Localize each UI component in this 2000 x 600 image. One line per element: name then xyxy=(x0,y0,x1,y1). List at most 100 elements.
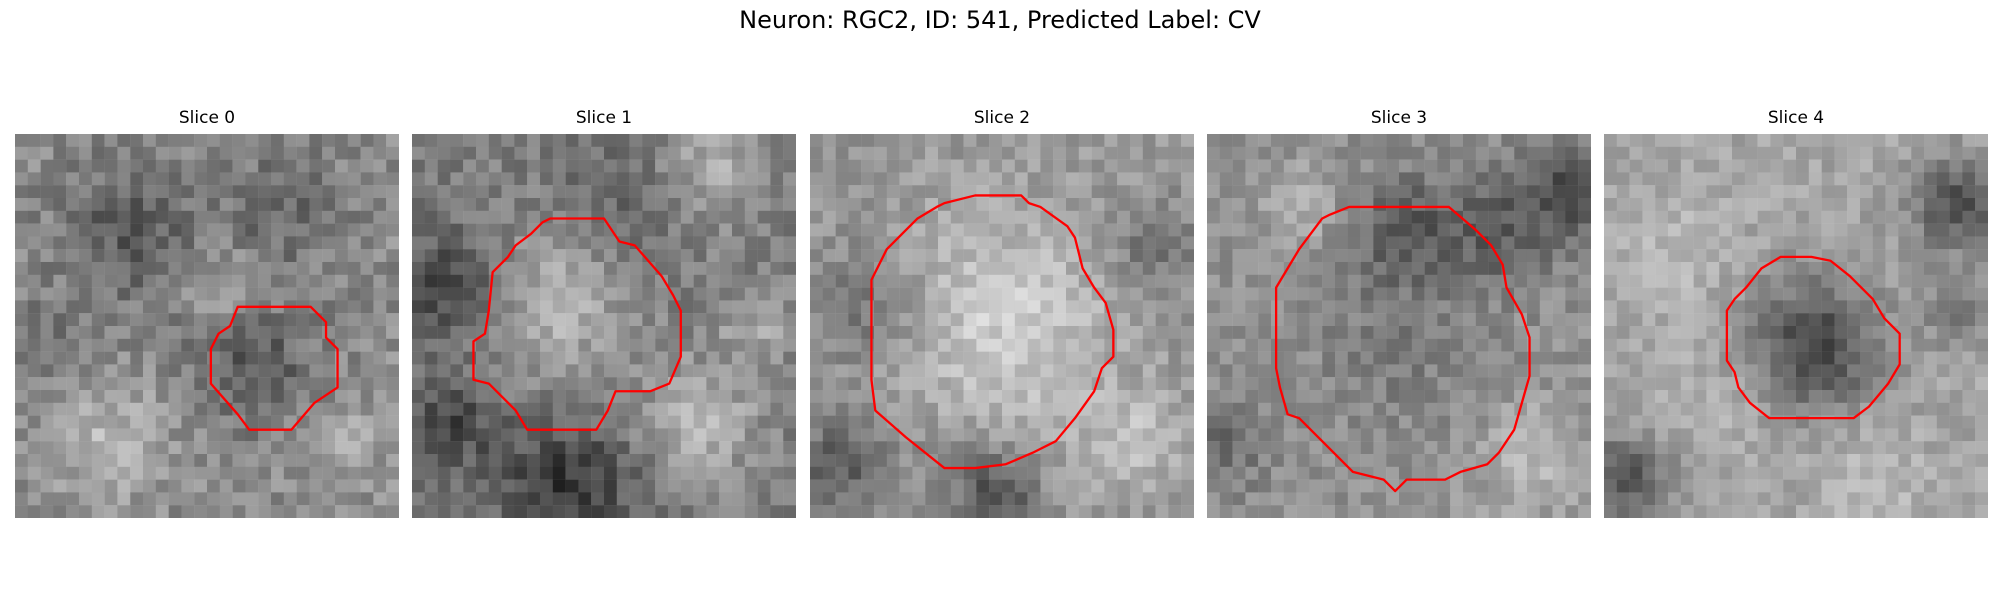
pixel xyxy=(1616,185,1630,199)
pixel xyxy=(1271,300,1284,314)
pixel xyxy=(258,274,272,288)
pixel xyxy=(296,377,310,391)
pixel xyxy=(1424,338,1438,352)
pixel xyxy=(1168,338,1182,352)
pixel xyxy=(360,428,374,442)
pixel xyxy=(424,185,438,199)
pixel xyxy=(744,249,758,263)
pixel xyxy=(925,390,939,403)
pixel xyxy=(937,377,951,391)
pixel xyxy=(207,364,220,378)
pixel xyxy=(437,326,451,339)
pixel xyxy=(642,415,656,429)
pixel xyxy=(53,236,67,250)
pixel xyxy=(1014,134,1028,147)
pixel xyxy=(1347,338,1361,352)
pixel xyxy=(899,466,913,480)
pixel xyxy=(1834,313,1848,327)
pixel xyxy=(822,223,836,237)
pixel xyxy=(40,300,54,314)
pixel xyxy=(616,146,630,160)
pixel xyxy=(1539,505,1553,518)
pixel xyxy=(373,210,387,224)
pixel xyxy=(1923,198,1937,211)
pixel xyxy=(194,185,208,199)
pixel xyxy=(565,402,579,416)
pixel xyxy=(1296,134,1310,147)
pixel xyxy=(1731,300,1745,314)
pixel xyxy=(835,492,849,506)
pixel xyxy=(437,261,451,275)
pixel xyxy=(655,261,669,275)
pixel xyxy=(552,300,566,314)
pixel xyxy=(104,185,118,199)
pixel xyxy=(1898,223,1912,237)
pixel xyxy=(591,402,605,416)
pixel xyxy=(1719,198,1733,211)
pixel xyxy=(1411,172,1425,186)
pixel xyxy=(181,261,195,275)
pixel xyxy=(1437,146,1451,160)
pixel xyxy=(899,198,913,211)
pixel xyxy=(1322,415,1336,429)
pixel xyxy=(450,274,464,288)
pixel xyxy=(360,505,374,518)
pixel xyxy=(424,492,438,506)
pixel xyxy=(1770,274,1784,288)
pixel xyxy=(810,261,823,275)
pixel xyxy=(848,274,862,288)
pixel xyxy=(1091,492,1105,506)
pixel xyxy=(1322,274,1336,288)
pixel xyxy=(130,159,144,173)
pixel xyxy=(770,402,784,416)
pixel xyxy=(386,210,399,224)
pixel xyxy=(437,313,451,327)
pixel xyxy=(104,261,118,275)
pixel xyxy=(937,492,951,506)
pixel xyxy=(668,326,681,339)
pixel xyxy=(757,185,771,199)
pixel xyxy=(1347,492,1361,506)
pixel xyxy=(822,390,836,403)
pixel xyxy=(1501,338,1515,352)
pixel xyxy=(334,441,348,455)
pixel xyxy=(79,261,92,275)
pixel xyxy=(1450,377,1464,391)
pixel xyxy=(488,134,502,147)
pixel xyxy=(207,453,220,467)
pixel xyxy=(963,300,977,314)
pixel xyxy=(1821,492,1835,506)
pixel xyxy=(91,313,105,327)
pixel xyxy=(142,261,156,275)
pixel xyxy=(181,466,195,480)
pixel xyxy=(347,249,361,263)
pixel xyxy=(258,198,272,211)
pixel xyxy=(1808,287,1822,301)
pixel xyxy=(1219,274,1233,288)
pixel xyxy=(1680,415,1694,429)
pixel xyxy=(1539,287,1553,301)
pixel xyxy=(1706,377,1720,391)
pixel xyxy=(271,313,284,327)
pixel xyxy=(296,223,310,237)
pixel xyxy=(783,236,796,250)
pixel xyxy=(744,236,758,250)
pixel xyxy=(1014,313,1028,327)
pixel xyxy=(731,146,745,160)
pixel xyxy=(1885,287,1899,301)
pixel xyxy=(1693,313,1707,327)
pixel xyxy=(642,453,656,467)
pixel xyxy=(539,441,553,455)
pixel xyxy=(1770,338,1784,352)
pixel xyxy=(309,479,323,493)
pixel xyxy=(501,261,515,275)
pixel xyxy=(1424,415,1438,429)
pixel xyxy=(616,390,630,403)
pixel xyxy=(1424,223,1438,237)
pixel xyxy=(1450,236,1464,250)
pixel xyxy=(989,287,1003,301)
pixel xyxy=(79,466,92,480)
pixel xyxy=(1808,172,1822,186)
pixel xyxy=(989,249,1003,263)
pixel xyxy=(963,326,977,339)
